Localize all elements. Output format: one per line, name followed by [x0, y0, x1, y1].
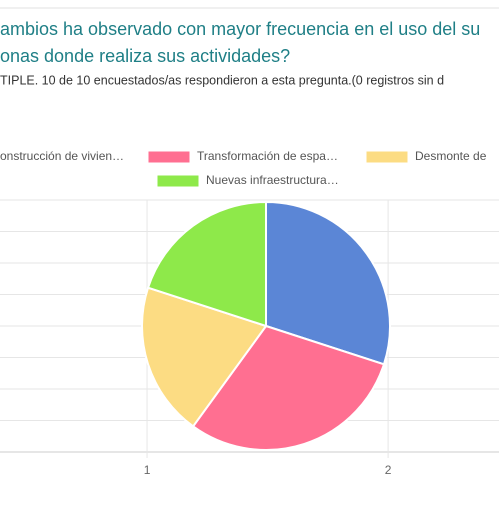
pie-slice — [265, 200, 391, 366]
legend-swatch — [156, 174, 200, 188]
legend-swatch — [365, 150, 409, 164]
pie-slice — [141, 286, 268, 428]
legend-label: Desmonte de — [415, 149, 487, 163]
legend: onstrucción de vivien… Transformación de … — [0, 149, 487, 188]
x-tick-label: 1 — [144, 463, 151, 477]
question-title: ambios ha observado con mayor frecuencia… — [0, 19, 480, 39]
legend-swatch — [147, 150, 191, 164]
pie — [141, 200, 391, 451]
x-tick-label: 2 — [385, 463, 392, 477]
legend-label: onstrucción de vivien… — [0, 149, 124, 163]
legend-label: Transformación de espa… — [197, 149, 338, 163]
pie-slice — [191, 324, 386, 451]
pie-slice — [146, 200, 267, 328]
question-title: onas donde realiza sus actividades? — [0, 46, 290, 66]
legend-label: Nuevas infraestructura… — [206, 173, 339, 187]
response-summary: TIPLE. 10 de 10 encuestados/as respondie… — [0, 73, 444, 87]
